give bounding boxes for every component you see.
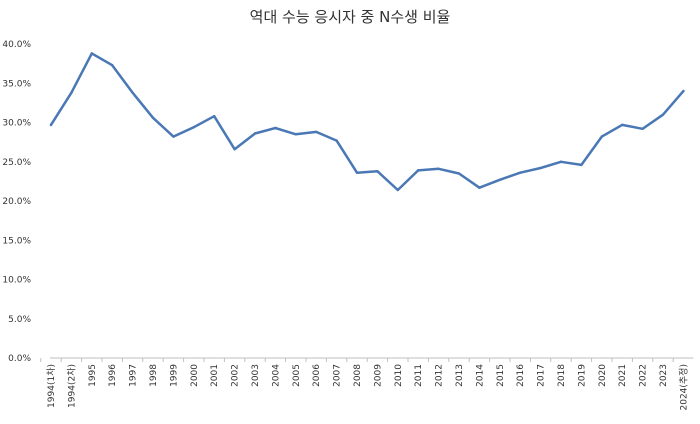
x-tick-label: 1995 <box>88 364 98 387</box>
data-point <box>457 172 461 175</box>
data-point <box>49 123 53 127</box>
data-point <box>192 126 195 129</box>
chart-title: 역대 수능 응시자 중 N수생 비율 <box>249 8 451 26</box>
x-tick-label: 1997 <box>129 364 139 387</box>
x-tick-label: 2013 <box>455 364 465 387</box>
x-tick-label: 2012 <box>435 364 445 387</box>
data-point <box>376 169 379 173</box>
x-tick-label: 1994(1차) <box>45 364 57 408</box>
y-tick-label: 30.0% <box>2 119 31 129</box>
x-tick-label: 2009 <box>373 364 383 387</box>
data-point <box>539 166 542 170</box>
x-tick-label: 2019 <box>577 364 587 387</box>
data-point <box>90 52 94 55</box>
data-point <box>111 63 114 67</box>
data-point <box>335 139 338 142</box>
y-tick-label: 5.0% <box>8 315 31 325</box>
y-tick-label: 0.0% <box>8 354 31 364</box>
y-tick-label: 10.0% <box>2 276 31 286</box>
data-point <box>621 123 624 127</box>
data-point <box>172 135 175 138</box>
x-tick-label: 2017 <box>537 364 547 387</box>
x-tick-label: 1998 <box>149 364 159 387</box>
data-point <box>478 186 481 189</box>
x-tick-label: 2021 <box>618 364 628 387</box>
data-point <box>600 135 603 138</box>
x-tick-label: 2008 <box>353 364 363 387</box>
data-point <box>213 115 216 118</box>
x-tick-label: 1996 <box>108 364 118 387</box>
data-point <box>294 133 297 136</box>
x-tick-label: 2000 <box>190 364 200 387</box>
x-tick-label: 2024(추정) <box>678 364 689 411</box>
data-point <box>131 91 134 94</box>
x-tick-label: 2002 <box>231 364 241 387</box>
data-point <box>315 130 318 134</box>
x-tick-label: 2020 <box>598 364 608 387</box>
x-tick-label: 2015 <box>496 364 506 387</box>
x-tick-label: 1994(2차) <box>65 364 77 408</box>
data-point <box>70 91 73 94</box>
data-point <box>641 127 644 130</box>
x-tick-label: 2005 <box>292 364 302 387</box>
x-tick-label: 1999 <box>169 364 179 387</box>
x-tick-label: 2014 <box>475 364 485 387</box>
y-tick-label: 40.0% <box>2 40 31 50</box>
x-tick-label: 2007 <box>333 364 343 387</box>
data-point <box>355 171 359 174</box>
x-tick-label: 2018 <box>557 364 567 387</box>
x-tick-label: 2022 <box>639 364 649 387</box>
data-point <box>682 89 685 93</box>
series-line <box>49 52 685 192</box>
y-tick-label: 20.0% <box>2 197 31 207</box>
data-point <box>437 167 440 171</box>
y-tick-label: 25.0% <box>2 158 31 168</box>
x-tick-label: 2010 <box>394 364 404 387</box>
data-point <box>580 163 583 167</box>
x-tick-label: 2011 <box>414 364 424 387</box>
y-tick-label: 35.0% <box>2 79 31 89</box>
x-tick-label: 2001 <box>210 364 220 387</box>
data-point <box>519 171 522 174</box>
data-point <box>661 113 665 116</box>
data-point <box>233 147 236 151</box>
y-tick-label: 15.0% <box>2 236 31 246</box>
data-point <box>559 160 563 163</box>
x-tick-label: 2003 <box>251 364 261 387</box>
data-point <box>417 169 420 172</box>
x-tick-label: 2016 <box>516 364 526 387</box>
data-point <box>151 116 155 119</box>
data-point <box>253 132 257 135</box>
data-point <box>274 126 277 130</box>
x-tick-label: 2004 <box>271 364 281 387</box>
x-tick-label: 2023 <box>659 364 669 387</box>
data-point <box>396 188 399 192</box>
data-point <box>498 178 501 182</box>
x-tick-label: 2006 <box>312 364 322 387</box>
